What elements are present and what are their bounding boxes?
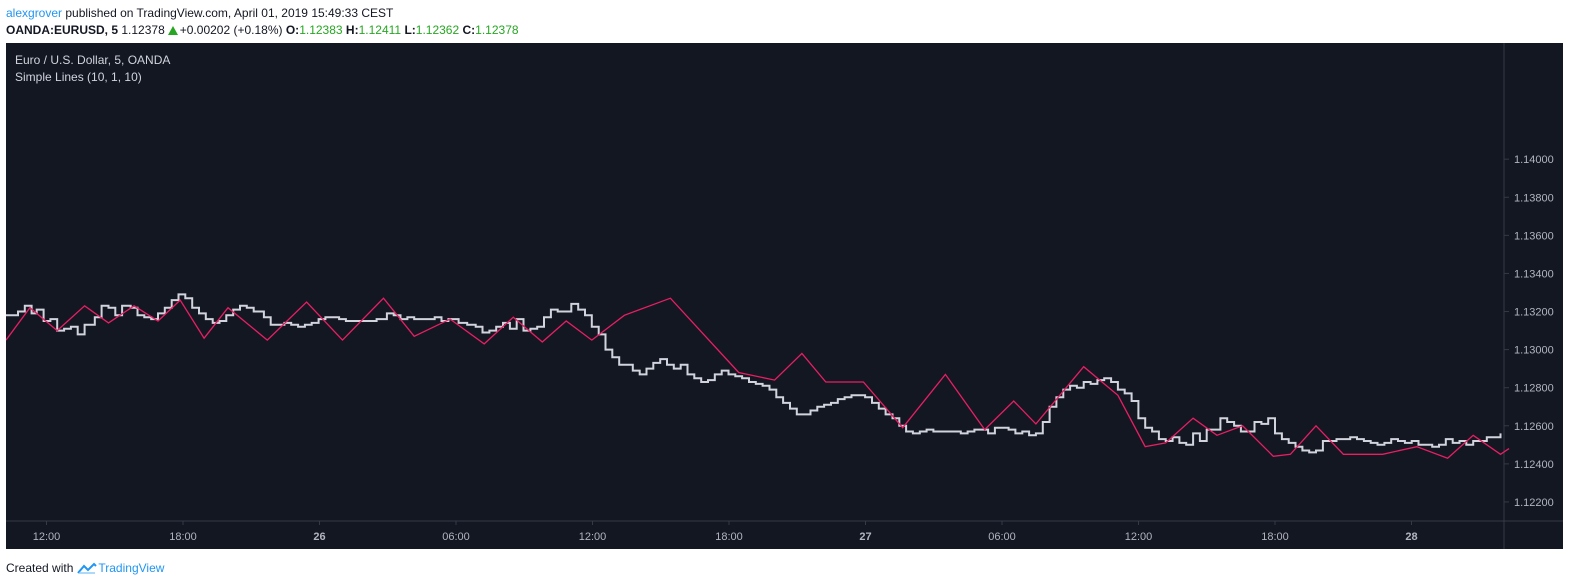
low-value: 1.12362 bbox=[415, 23, 460, 37]
open-value: 1.12383 bbox=[299, 23, 343, 37]
last-price: 1.12378 bbox=[121, 23, 165, 37]
published-text: published on TradingView.com, April 01, … bbox=[65, 6, 394, 20]
tradingview-link[interactable]: TradingView bbox=[98, 561, 165, 575]
high-value: 1.12411 bbox=[358, 23, 402, 37]
footer: Created with TradingView bbox=[6, 560, 164, 576]
close-label: C: bbox=[462, 23, 476, 37]
y-tick-label: 1.13200 bbox=[1514, 307, 1554, 319]
ticker-line: OANDA:EURUSD, 5 1.12378 +0.00202 (+0.18%)… bbox=[6, 22, 519, 38]
chart-title: Euro / U.S. Dollar, 5, OANDA bbox=[15, 53, 170, 67]
publish-line: alexgrover published on TradingView.com,… bbox=[6, 5, 393, 21]
y-tick-label: 1.12800 bbox=[1514, 383, 1554, 395]
author-link[interactable]: alexgrover bbox=[6, 6, 63, 20]
y-tick-label: 1.14000 bbox=[1514, 154, 1554, 166]
x-tick-label: 06:00 bbox=[442, 531, 470, 543]
x-tick-label: 18:00 bbox=[715, 531, 743, 543]
x-tick-label: 18:00 bbox=[1261, 531, 1289, 543]
x-tick-label: 12:00 bbox=[1125, 531, 1153, 543]
up-arrow-icon bbox=[167, 26, 178, 35]
x-tick-label: 12:00 bbox=[579, 531, 607, 543]
high-label: H: bbox=[345, 23, 359, 37]
x-tick-label: 06:00 bbox=[988, 531, 1016, 543]
chart-background bbox=[6, 43, 1563, 549]
y-tick-label: 1.13600 bbox=[1514, 230, 1554, 242]
close-value: 1.12378 bbox=[475, 23, 519, 37]
indicator-title[interactable]: Simple Lines (10, 1, 10) bbox=[15, 70, 142, 84]
y-tick-label: 1.13800 bbox=[1514, 192, 1554, 204]
x-tick-label: 18:00 bbox=[169, 531, 197, 543]
x-tick-label: 27 bbox=[859, 531, 871, 543]
plot-area bbox=[6, 293, 1510, 459]
price-change: +0.00202 (+0.18%) bbox=[179, 23, 283, 37]
tradingview-logo-icon bbox=[77, 562, 98, 574]
x-tick-label: 28 bbox=[1405, 531, 1417, 543]
y-tick-label: 1.12600 bbox=[1514, 421, 1554, 433]
y-tick-label: 1.12400 bbox=[1514, 459, 1554, 471]
created-with-text: Created with bbox=[6, 561, 74, 575]
price-axis[interactable]: 1.14000 1.13800 1.13600 1.13400 1.13200 1.130… bbox=[1504, 154, 1554, 509]
low-label: L: bbox=[404, 23, 416, 37]
time-axis[interactable]: 12:00 18:00 26 06:00 12:00 18:00 27 06:00 12:00 1… bbox=[33, 521, 1418, 543]
x-tick-label: 12:00 bbox=[33, 531, 61, 543]
open-label: O: bbox=[285, 23, 300, 37]
y-tick-label: 1.13000 bbox=[1514, 345, 1554, 357]
price-chart[interactable]: Euro / U.S. Dollar, 5, OANDA Simple Line… bbox=[6, 43, 1563, 549]
price-series-line bbox=[6, 293, 1502, 454]
x-tick-label: 26 bbox=[313, 531, 325, 543]
simple-lines-series bbox=[6, 297, 1510, 459]
y-tick-label: 1.13400 bbox=[1514, 268, 1554, 280]
ticker-symbol: OANDA:EURUSD, 5 bbox=[6, 23, 119, 37]
y-tick-label: 1.12200 bbox=[1514, 497, 1554, 509]
